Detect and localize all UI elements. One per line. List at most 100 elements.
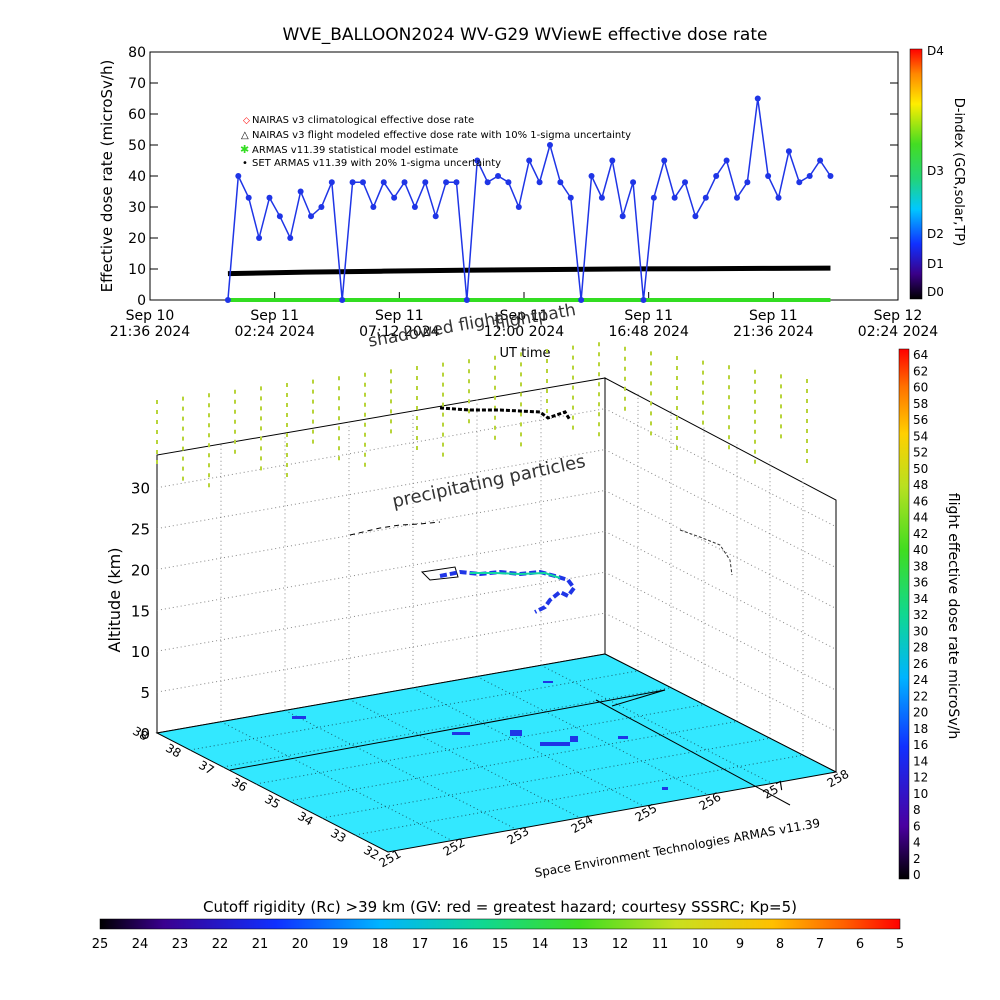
dose-rate-colorbar-label: flight effective dose rate microSv/h bbox=[945, 493, 961, 739]
set-armas-point bbox=[276, 213, 283, 220]
cutoff-rigidity-tick-label: 19 bbox=[332, 937, 349, 952]
cutoff-rigidity-tick-label: 5 bbox=[896, 937, 904, 952]
x-axis-label: UT time bbox=[500, 346, 551, 361]
precipitating-particles bbox=[156, 342, 808, 494]
set-armas-point bbox=[702, 194, 709, 201]
set-armas-point bbox=[349, 179, 356, 186]
latitude-tick-label: 38 bbox=[163, 741, 183, 761]
dose-rate-tick-label: 44 bbox=[913, 511, 928, 525]
altitude-tick-label: 10 bbox=[131, 643, 150, 661]
set-armas-point bbox=[609, 157, 616, 164]
set-armas-point bbox=[308, 213, 315, 220]
ground-track-mark bbox=[452, 732, 470, 735]
legend-marker-star: ✱ bbox=[240, 143, 249, 156]
dose-rate-tick-label: 18 bbox=[913, 722, 928, 736]
y-tick-label: 30 bbox=[128, 200, 146, 216]
set-armas-point bbox=[463, 297, 470, 303]
chart-title: WVE_BALLOON2024 WV-G29 WViewE effective … bbox=[283, 25, 768, 45]
set-armas-point bbox=[754, 95, 761, 102]
set-armas-point bbox=[339, 297, 346, 303]
altitude-tick-label: 25 bbox=[131, 521, 150, 539]
set-armas-point bbox=[619, 213, 626, 220]
x-tick-label: Sep 11 bbox=[500, 308, 549, 324]
dose-rate-tick-label: 28 bbox=[913, 641, 928, 655]
flight-shadow-left bbox=[349, 521, 441, 536]
set-armas-point bbox=[515, 204, 522, 210]
latitude-tick-label: 38 bbox=[130, 724, 150, 744]
altitude-gridline bbox=[156, 530, 606, 611]
cutoff-rigidity-title: Cutoff rigidity (Rc) >39 km (GV: red = g… bbox=[203, 898, 797, 916]
dose-rate-colorbar bbox=[898, 348, 910, 880]
x-tick-label: 12:00 2024 bbox=[484, 324, 565, 340]
ground-track-mark bbox=[543, 681, 553, 683]
set-armas-point bbox=[443, 179, 450, 186]
set-armas-point bbox=[765, 173, 772, 179]
legend-marker-triangle: △ bbox=[241, 130, 249, 141]
dose-rate-tick-label: 40 bbox=[913, 543, 928, 557]
dose-rate-tick-label: 62 bbox=[913, 364, 928, 378]
set-armas-point bbox=[422, 179, 429, 186]
d-index-ticks: D4 D3 D2 D1 D0 bbox=[927, 44, 944, 299]
x-tick-label: 02:24 2024 bbox=[858, 324, 939, 340]
latitude-tick-label: 33 bbox=[328, 826, 348, 846]
cutoff-rigidity-tick-label: 18 bbox=[372, 937, 389, 952]
legend-entry-set-armas: SET ARMAS v11.39 with 20% 1-sigma uncert… bbox=[252, 158, 501, 169]
altitude-gridline bbox=[604, 571, 837, 691]
set-armas-point bbox=[453, 179, 460, 186]
legend-marker-dot: • bbox=[242, 158, 248, 169]
set-armas-point bbox=[432, 213, 439, 220]
dose-rate-tick-label: 38 bbox=[913, 559, 928, 573]
cutoff-rigidity-ticks: 25 24 23 22 21 20 19 18 17 16 15 14 13 12 11 10 9 8 7 6 5 bbox=[92, 937, 904, 952]
d-index-tick-label: D2 bbox=[927, 227, 944, 241]
dose-rate-colorbar-ticks: 0246810121416182022242628303234363840424… bbox=[913, 348, 928, 882]
set-armas-point bbox=[796, 179, 803, 186]
x-tick-label: Sep 11 bbox=[749, 308, 798, 324]
set-armas-point bbox=[287, 235, 294, 241]
altitude-tick-label: 15 bbox=[131, 602, 150, 620]
altitude-gridline bbox=[156, 571, 606, 652]
dose-rate-tick-label: 6 bbox=[913, 819, 921, 833]
dose-rate-tick-label: 50 bbox=[913, 462, 928, 476]
dose-rate-tick-label: 16 bbox=[913, 738, 928, 752]
set-armas-point bbox=[391, 194, 398, 201]
flight-shadow-top bbox=[439, 406, 572, 421]
set-armas-point bbox=[713, 173, 720, 179]
ground-track-mark bbox=[510, 730, 522, 736]
set-armas-point bbox=[598, 194, 605, 201]
cutoff-rigidity-tick-label: 24 bbox=[132, 937, 149, 952]
altitude-tick-label: 0 bbox=[140, 725, 150, 743]
set-armas-point bbox=[827, 173, 834, 179]
cutoff-rigidity-tick-label: 12 bbox=[612, 937, 629, 952]
top-y-axis: 0 10 20 30 40 50 60 70 80 bbox=[128, 45, 898, 309]
set-armas-point bbox=[546, 142, 553, 148]
cutoff-rigidity-tick-label: 6 bbox=[856, 937, 864, 952]
cutoff-rigidity-tick-label: 8 bbox=[776, 937, 784, 952]
y-tick-label: 60 bbox=[128, 107, 146, 123]
ground-track-mark bbox=[540, 742, 570, 746]
cutoff-rigidity-tick-label: 21 bbox=[252, 937, 269, 952]
set-armas-point bbox=[328, 179, 335, 186]
d-index-tick-label: D0 bbox=[927, 285, 944, 299]
x-tick-label: 21:36 2024 bbox=[110, 324, 191, 340]
cutoff-rigidity-tick-label: 15 bbox=[492, 937, 509, 952]
set-armas-point bbox=[692, 213, 699, 220]
cutoff-rigidity-tick-label: 25 bbox=[92, 937, 109, 952]
set-armas-point bbox=[495, 173, 502, 179]
set-armas-point bbox=[380, 179, 387, 186]
dose-rate-tick-label: 32 bbox=[913, 608, 928, 622]
set-armas-point bbox=[256, 235, 263, 241]
ground-track-mark bbox=[662, 787, 668, 790]
ground-track-mark bbox=[570, 736, 578, 742]
ground-map bbox=[155, 653, 838, 853]
y-tick-label: 10 bbox=[128, 262, 146, 278]
dose-rate-tick-label: 26 bbox=[913, 657, 928, 671]
y-tick-label: 70 bbox=[128, 76, 146, 92]
dose-rate-tick-label: 24 bbox=[913, 673, 928, 687]
dose-rate-tick-label: 8 bbox=[913, 803, 921, 817]
cutoff-rigidity-tick-label: 14 bbox=[532, 937, 549, 952]
y-tick-label: 50 bbox=[128, 138, 146, 154]
cutoff-rigidity-tick-label: 23 bbox=[172, 937, 189, 952]
set-armas-point bbox=[806, 173, 813, 179]
set-armas-point bbox=[505, 179, 512, 186]
